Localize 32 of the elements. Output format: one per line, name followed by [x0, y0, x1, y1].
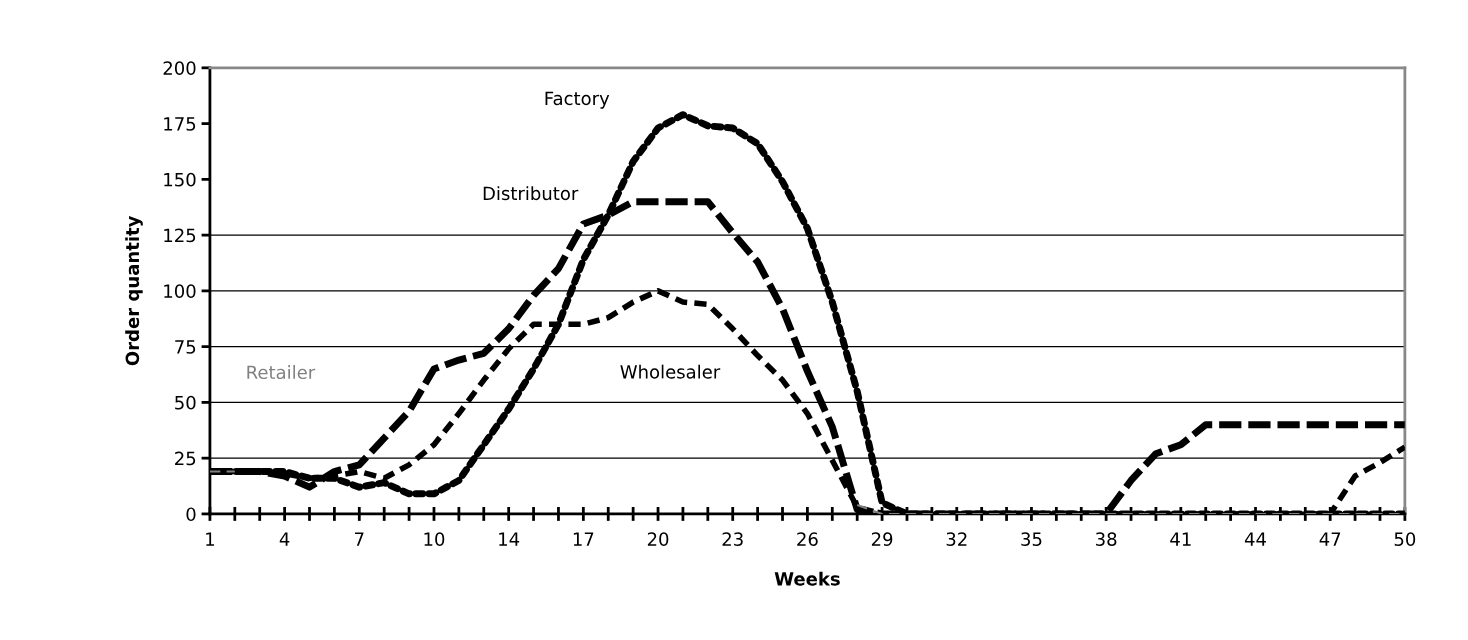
x-tick-label: 29	[871, 532, 893, 546]
y-tick-label: 175	[164, 117, 196, 131]
x-tick-label: 38	[1096, 532, 1117, 546]
y-tick-label: 150	[164, 172, 196, 187]
x-tick-label: 7	[355, 532, 364, 546]
x-tick-label: 35	[1021, 532, 1042, 546]
x-tick-label: 10	[424, 532, 445, 546]
x-tick-label: 1	[206, 532, 214, 546]
y-tick-label: 0	[186, 507, 196, 522]
x-tick-label: 14	[499, 532, 520, 546]
x-tick-label: 17	[573, 532, 594, 546]
x-tick-label: 23	[722, 532, 743, 546]
x-tick-label: 44	[1244, 532, 1266, 546]
text: Factory	[545, 91, 610, 109]
x-tick-label: 50	[1394, 532, 1416, 546]
y-tick-label: 200	[163, 61, 196, 75]
x-axis-title: Weeks	[774, 571, 840, 586]
x-tick-label: 20	[647, 532, 669, 546]
y-tick-label: 50	[175, 395, 196, 410]
y-axis-title: Order quantity	[125, 215, 143, 366]
y-tick-label: 75	[175, 340, 196, 354]
x-tick-label: 4	[279, 532, 290, 546]
x-tick-label: 32	[946, 532, 967, 546]
y-tick-label: 25	[175, 451, 196, 466]
x-tick-label: 47	[1319, 532, 1341, 546]
y-tick-label: 125	[164, 228, 196, 243]
series-label: Wholesaler	[620, 364, 721, 379]
series-label: Distributor	[483, 186, 579, 201]
y-tick-label: 100	[164, 284, 196, 298]
text: Retailer	[247, 365, 316, 380]
x-tick-label: 41	[1170, 532, 1191, 546]
x-tick-label: 26	[797, 532, 818, 546]
